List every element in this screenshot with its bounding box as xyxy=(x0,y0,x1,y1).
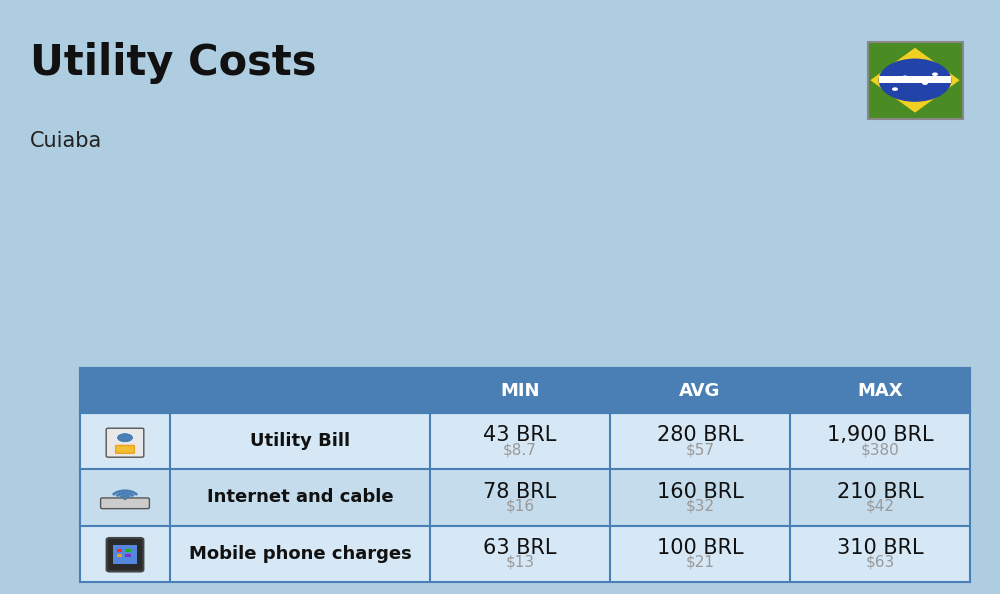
Text: 100 BRL: 100 BRL xyxy=(657,538,743,558)
Text: AVG: AVG xyxy=(679,381,721,400)
Text: $8.7: $8.7 xyxy=(503,442,537,457)
Circle shape xyxy=(117,432,133,443)
FancyBboxPatch shape xyxy=(80,368,170,413)
Text: Cuiaba: Cuiaba xyxy=(30,131,102,151)
FancyBboxPatch shape xyxy=(106,428,144,457)
FancyBboxPatch shape xyxy=(790,413,970,469)
Text: 160 BRL: 160 BRL xyxy=(657,482,743,502)
Text: 78 BRL: 78 BRL xyxy=(483,482,557,502)
Text: $16: $16 xyxy=(505,498,535,513)
Circle shape xyxy=(922,81,928,85)
FancyBboxPatch shape xyxy=(125,549,131,552)
Text: $380: $380 xyxy=(861,442,899,457)
FancyBboxPatch shape xyxy=(170,526,430,582)
Text: MIN: MIN xyxy=(500,381,540,400)
FancyBboxPatch shape xyxy=(430,469,610,526)
FancyBboxPatch shape xyxy=(170,413,430,469)
FancyBboxPatch shape xyxy=(790,469,970,526)
FancyBboxPatch shape xyxy=(125,554,131,557)
FancyBboxPatch shape xyxy=(116,446,134,453)
Circle shape xyxy=(123,498,127,500)
FancyBboxPatch shape xyxy=(790,526,970,582)
FancyBboxPatch shape xyxy=(790,368,970,413)
Circle shape xyxy=(892,87,898,91)
Text: $32: $32 xyxy=(685,498,715,513)
Text: 280 BRL: 280 BRL xyxy=(657,425,743,446)
FancyBboxPatch shape xyxy=(610,413,790,469)
FancyBboxPatch shape xyxy=(113,545,137,564)
Text: 1,900 BRL: 1,900 BRL xyxy=(827,425,933,446)
Text: $42: $42 xyxy=(866,498,895,513)
FancyBboxPatch shape xyxy=(868,42,962,119)
Text: Utility Bill: Utility Bill xyxy=(250,432,350,450)
Text: Mobile phone charges: Mobile phone charges xyxy=(189,545,411,563)
FancyBboxPatch shape xyxy=(430,413,610,469)
Text: Internet and cable: Internet and cable xyxy=(207,488,393,507)
Text: 63 BRL: 63 BRL xyxy=(483,538,557,558)
Text: Utility Costs: Utility Costs xyxy=(30,42,316,84)
Text: $63: $63 xyxy=(865,555,895,570)
Text: 310 BRL: 310 BRL xyxy=(837,538,923,558)
FancyBboxPatch shape xyxy=(80,526,170,582)
Text: $57: $57 xyxy=(686,442,714,457)
Text: 210 BRL: 210 BRL xyxy=(837,482,923,502)
Text: $21: $21 xyxy=(686,555,714,570)
Circle shape xyxy=(902,75,908,79)
FancyBboxPatch shape xyxy=(879,75,951,83)
Text: 43 BRL: 43 BRL xyxy=(483,425,557,446)
Text: $13: $13 xyxy=(505,555,535,570)
FancyBboxPatch shape xyxy=(117,549,122,552)
Polygon shape xyxy=(870,48,960,113)
FancyBboxPatch shape xyxy=(117,554,122,557)
FancyBboxPatch shape xyxy=(610,368,790,413)
FancyBboxPatch shape xyxy=(610,469,790,526)
FancyBboxPatch shape xyxy=(107,538,143,571)
FancyBboxPatch shape xyxy=(170,469,430,526)
FancyBboxPatch shape xyxy=(430,526,610,582)
FancyBboxPatch shape xyxy=(170,368,430,413)
FancyBboxPatch shape xyxy=(610,526,790,582)
Circle shape xyxy=(879,59,951,102)
FancyBboxPatch shape xyxy=(80,469,170,526)
Text: MAX: MAX xyxy=(857,381,903,400)
FancyBboxPatch shape xyxy=(101,498,149,508)
FancyBboxPatch shape xyxy=(80,413,170,469)
Circle shape xyxy=(932,72,938,76)
FancyBboxPatch shape xyxy=(430,368,610,413)
